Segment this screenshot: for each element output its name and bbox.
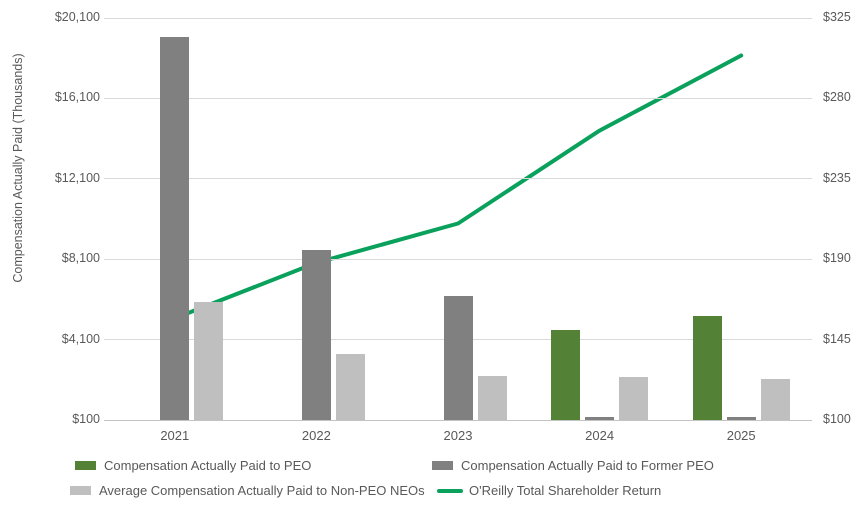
right-axis-tick-label: $145 — [823, 331, 851, 346]
legend-label: O'Reilly Total Shareholder Return — [469, 483, 662, 498]
bar — [335, 353, 365, 420]
x-axis-tick-label: 2022 — [301, 428, 331, 443]
x-axis-line — [104, 419, 812, 421]
gridline — [104, 178, 812, 180]
legend-line-swatch — [437, 488, 463, 493]
right-axis-tick-label: $235 — [823, 170, 851, 185]
right-axis-tick-label: $280 — [823, 90, 851, 105]
left-axis-tick-label: $20,100 — [54, 10, 100, 24]
bar — [619, 376, 649, 420]
left-axis-tick-label: $4,100 — [61, 331, 100, 346]
bar — [551, 329, 581, 420]
bar — [301, 250, 331, 420]
x-axis-tick-label: 2025 — [726, 428, 756, 443]
left-axis-title: Compensation Actually Paid (Thousands) — [11, 53, 25, 283]
legend-label: Compensation Actually Paid to Former PEO — [461, 458, 714, 473]
bar — [194, 302, 224, 420]
x-axis-tick-label: 2024 — [585, 428, 615, 443]
legend-item: Average Compensation Actually Paid to No… — [70, 483, 425, 498]
x-axis-tick-label: 2023 — [443, 428, 473, 443]
legend-label: Compensation Actually Paid to PEO — [104, 458, 312, 473]
legend-color-swatch — [432, 461, 453, 470]
bar — [760, 378, 790, 420]
gridline — [104, 17, 812, 19]
left-axis-tick-label: $100 — [72, 412, 100, 426]
bar — [160, 37, 190, 420]
legend-label: Average Compensation Actually Paid to No… — [99, 483, 425, 498]
bar — [477, 375, 507, 420]
legend-item: Compensation Actually Paid to Former PEO — [432, 458, 714, 473]
bar — [692, 316, 722, 420]
right-axis-tick-label: $325 — [823, 10, 851, 24]
left-axis-tick-label: $12,100 — [54, 170, 100, 185]
legend-color-swatch — [75, 461, 96, 470]
left-axis-tick-label: $16,100 — [54, 90, 100, 105]
x-axis-tick-label: 2021 — [160, 428, 190, 443]
right-axis-tick-label: $100 — [823, 412, 851, 426]
legend-item: Compensation Actually Paid to PEO — [75, 458, 311, 473]
bar — [443, 296, 473, 420]
left-axis-tick-label: $8,100 — [61, 251, 100, 266]
legend-item: O'Reilly Total Shareholder Return — [437, 483, 661, 498]
gridline — [104, 97, 812, 99]
bar — [585, 416, 615, 420]
gridline — [104, 258, 812, 260]
bar — [726, 416, 756, 420]
right-axis-tick-label: $190 — [823, 251, 851, 266]
legend-color-swatch — [70, 486, 91, 495]
